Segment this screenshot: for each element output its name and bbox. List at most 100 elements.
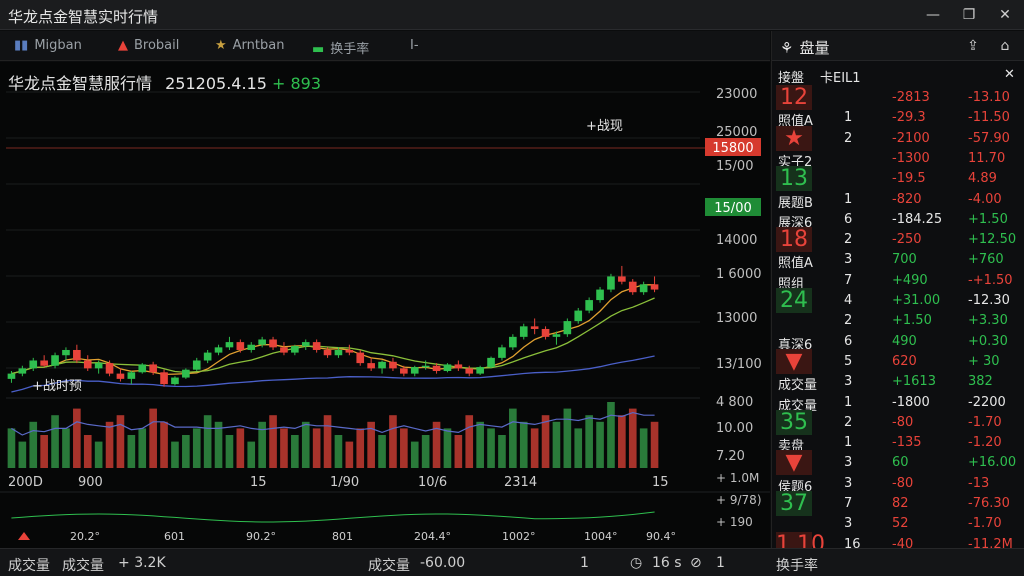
list-item[interactable]: 2 +1.50 +3.30 bbox=[772, 310, 1024, 333]
close-icon[interactable]: ✕ bbox=[999, 7, 1011, 23]
row-change: +16.00 bbox=[968, 455, 1017, 471]
row-change: -57.90 bbox=[968, 130, 1010, 146]
list-item[interactable]: 成交量 3 +1613 382 bbox=[772, 371, 1024, 394]
candle-body bbox=[51, 355, 59, 366]
share-icon[interactable]: ⇪ bbox=[967, 38, 979, 54]
panel-title-text: 盘量 bbox=[799, 39, 830, 57]
list-item[interactable]: 卖盘 1 -135 -1.20 bbox=[772, 432, 1024, 455]
row-badge: ▼ bbox=[776, 348, 812, 374]
list-item[interactable]: 13 -19.5 4.89 bbox=[772, 166, 1024, 192]
volume-bar bbox=[29, 421, 38, 468]
volume-bar bbox=[639, 428, 648, 468]
annotation-top: +战现 bbox=[586, 119, 623, 134]
volume-tick-label: 7.20 bbox=[716, 449, 745, 464]
panel-title: ⚘ 盘量 bbox=[780, 37, 829, 58]
candle-body bbox=[182, 369, 190, 378]
macd-axis-label: 801 bbox=[332, 530, 353, 543]
list-item[interactable]: 照值A 1 -29.3 -11.50 bbox=[772, 107, 1024, 130]
row-count: 5 bbox=[844, 353, 853, 369]
volume-bar bbox=[116, 415, 125, 468]
list-item[interactable]: 35 2 -80 -1.70 bbox=[772, 409, 1024, 435]
volume-bar bbox=[487, 428, 495, 468]
list-item[interactable]: 24 4 +31.00 -12.30 bbox=[772, 288, 1024, 313]
row-change: + 30 bbox=[968, 353, 1000, 369]
volume-bar bbox=[83, 435, 92, 468]
row-badge: 18 bbox=[776, 227, 812, 253]
candle-body bbox=[367, 363, 375, 369]
candle-body bbox=[247, 344, 256, 350]
row-value: -29.3 bbox=[892, 110, 926, 126]
row-value: -2100 bbox=[892, 130, 930, 146]
home-icon[interactable]: ⌂ bbox=[1000, 38, 1010, 54]
volume-bar bbox=[138, 428, 147, 468]
tool-migban[interactable]: ▮▮ Migban bbox=[14, 38, 82, 56]
volume-bar bbox=[192, 428, 201, 468]
restore-icon[interactable]: ❐ bbox=[962, 7, 976, 23]
row-change: -12.30 bbox=[968, 293, 1010, 308]
row-label: 照值A bbox=[778, 256, 813, 272]
volume-bar bbox=[400, 428, 408, 468]
close-icon[interactable]: ✕ bbox=[1004, 67, 1015, 82]
list-item[interactable]: 37 7 82 -76.30 bbox=[772, 491, 1024, 516]
minimize-icon[interactable]: — bbox=[926, 7, 940, 23]
list-item[interactable]: 3 52 -1.70 bbox=[772, 513, 1024, 536]
chart-price: 251205.4.15 bbox=[165, 74, 267, 93]
row-label: 成交量 bbox=[778, 378, 818, 394]
volume-bar bbox=[541, 415, 550, 468]
candle-body bbox=[83, 360, 92, 369]
row-value: 82 bbox=[892, 496, 909, 511]
volume-ma-line bbox=[11, 411, 655, 436]
candle-body bbox=[105, 363, 114, 374]
tab-b[interactable]: 卡EIL1 bbox=[820, 71, 861, 86]
candle-body bbox=[116, 373, 125, 379]
list-item[interactable]: ★ 2 -2100 -57.90 bbox=[772, 125, 1024, 151]
candle-body bbox=[94, 363, 103, 369]
tab-a[interactable]: 接盤 bbox=[778, 71, 805, 86]
list-item[interactable]: ▼ 3 60 +16.00 bbox=[772, 450, 1024, 476]
row-value: -1800 bbox=[892, 394, 930, 410]
macd-tick-label: + 190 bbox=[716, 515, 753, 529]
list-item[interactable]: 成交量 1 -1800 -2200 bbox=[772, 392, 1024, 415]
tool-label: Brobail bbox=[134, 38, 180, 53]
candle-body bbox=[236, 342, 245, 350]
list-item[interactable]: 展题B 1 -820 -4.00 bbox=[772, 189, 1024, 212]
tool-arntban[interactable]: ★ Arntban bbox=[215, 38, 284, 56]
y-tick-label: 13000 bbox=[716, 311, 757, 326]
volume-tick-label: 10.00 bbox=[716, 421, 753, 436]
list-item[interactable]: ▼ 5 620 + 30 bbox=[772, 348, 1024, 374]
macd-axis-label: 1004° bbox=[584, 530, 618, 543]
y-tick-label: 23000 bbox=[716, 87, 757, 102]
list-item[interactable]: 实子2 -1300 11.70 bbox=[772, 148, 1024, 171]
status-c: + 3.2K bbox=[118, 555, 166, 571]
macd-line bbox=[11, 511, 655, 523]
clock-icon[interactable]: ◷ bbox=[630, 555, 643, 571]
candle-body bbox=[138, 364, 147, 373]
row-count: 6 bbox=[844, 211, 853, 227]
zoom-value: 1 bbox=[716, 555, 725, 571]
candle-body bbox=[301, 342, 310, 347]
prev-icon[interactable]: ⊘ bbox=[690, 555, 702, 571]
list-item[interactable]: 照值A 3 700 +760 bbox=[772, 249, 1024, 272]
status-d: 成交量 bbox=[368, 558, 410, 574]
list-item[interactable]: 展深6 6 -184.25 +1.50 bbox=[772, 209, 1024, 232]
cursor-icon: I- bbox=[410, 38, 419, 53]
row-value: -820 bbox=[892, 191, 922, 207]
list-item[interactable]: 照组 7 +490 -+1.50 bbox=[772, 270, 1024, 293]
candle-body bbox=[421, 365, 430, 368]
row-value: +31.00 bbox=[892, 293, 941, 308]
price-tag-green bbox=[705, 198, 761, 216]
tool-turnover[interactable]: ▬ 换手率 bbox=[312, 38, 369, 57]
list-item[interactable]: 侯题6 3 -80 -13 bbox=[772, 473, 1024, 496]
candle-body bbox=[334, 349, 343, 356]
candlestick-chart[interactable]: 15800 15/00 +战现 +战时预 23000 25000 15/00 14000 1 6… bbox=[0, 62, 770, 548]
candle-body bbox=[443, 364, 452, 371]
status-f: 1 bbox=[580, 555, 589, 571]
tool-brobail[interactable]: ▲ Brobail bbox=[118, 38, 179, 56]
status-g: 16 s bbox=[652, 555, 682, 571]
list-item[interactable]: 真深6 6 490 +0.30 bbox=[772, 331, 1024, 354]
chart-area[interactable]: 华龙点金智慧服行情 251205.4.15 + 893 15800 15/00 +战… bbox=[0, 62, 770, 548]
tool-cursor[interactable]: I- bbox=[410, 38, 419, 56]
list-item[interactable]: 18 2 -250 +12.50 bbox=[772, 227, 1024, 253]
row-change: -+1.50 bbox=[968, 272, 1013, 288]
list-item[interactable]: 12 -2813 -13.10 bbox=[772, 85, 1024, 110]
